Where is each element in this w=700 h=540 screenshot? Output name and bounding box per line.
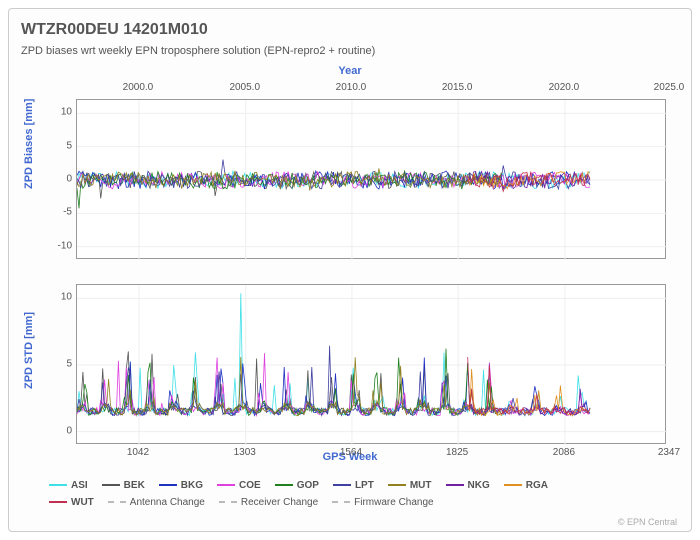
y1-tick: 0 xyxy=(37,174,72,185)
gpsweek-tick: 2086 xyxy=(553,447,575,458)
year-tick: 2025.0 xyxy=(654,82,685,93)
y1-tick: -5 xyxy=(37,207,72,218)
y1-tick: 5 xyxy=(37,140,72,151)
legend-item-asi: ASI xyxy=(49,477,88,494)
y2-tick: 0 xyxy=(37,425,72,436)
legend-item-antenna-change: Antenna Change xyxy=(108,494,205,511)
year-tick: 2000.0 xyxy=(123,82,154,93)
y1-tick: -10 xyxy=(37,240,72,251)
gpsweek-tick: 1042 xyxy=(127,447,149,458)
year-tick: 2015.0 xyxy=(442,82,473,93)
x-axis-top-label: Year xyxy=(9,65,691,77)
credit: © EPN Central xyxy=(618,517,677,527)
legend-item-lpt: LPT xyxy=(333,477,374,494)
chart-container: WTZR00DEU 14201M010 ZPD biases wrt weekl… xyxy=(8,8,692,532)
bias-plot xyxy=(76,99,666,259)
legend-item-nkg: NKG xyxy=(446,477,490,494)
std-plot xyxy=(76,284,666,444)
year-tick: 2005.0 xyxy=(229,82,260,93)
y2-tick: 10 xyxy=(37,292,72,303)
y2-tick: 5 xyxy=(37,359,72,370)
bias-plot-svg xyxy=(77,100,667,260)
legend-item-rga: RGA xyxy=(504,477,548,494)
legend-item-wut: WUT xyxy=(49,494,94,511)
y1-tick: 10 xyxy=(37,107,72,118)
gpsweek-tick: 2347 xyxy=(658,447,680,458)
gpsweek-tick: 1303 xyxy=(234,447,256,458)
legend-item-firmware-change: Firmware Change xyxy=(332,494,433,511)
chart-subtitle: ZPD biases wrt weekly EPN troposphere so… xyxy=(21,45,375,57)
gpsweek-tick: 1825 xyxy=(446,447,468,458)
legend: ASI BEK BKG COE GOP LPT MUT NKG RGA WUT Antenna C… xyxy=(49,477,671,511)
legend-item-receiver-change: Receiver Change xyxy=(219,494,318,511)
chart-title: WTZR00DEU 14201M010 xyxy=(21,21,208,39)
legend-item-bkg: BKG xyxy=(159,477,203,494)
year-tick: 2020.0 xyxy=(549,82,580,93)
legend-item-mut: MUT xyxy=(388,477,432,494)
y1-axis-label: ZPD Biases [mm] xyxy=(23,99,35,189)
y2-axis-label: ZPD STD [mm] xyxy=(23,312,35,389)
year-tick: 2010.0 xyxy=(336,82,367,93)
legend-item-gop: GOP xyxy=(275,477,319,494)
legend-item-coe: COE xyxy=(217,477,261,494)
gpsweek-tick: 1564 xyxy=(340,447,362,458)
std-plot-svg xyxy=(77,285,667,445)
legend-item-bek: BEK xyxy=(102,477,145,494)
